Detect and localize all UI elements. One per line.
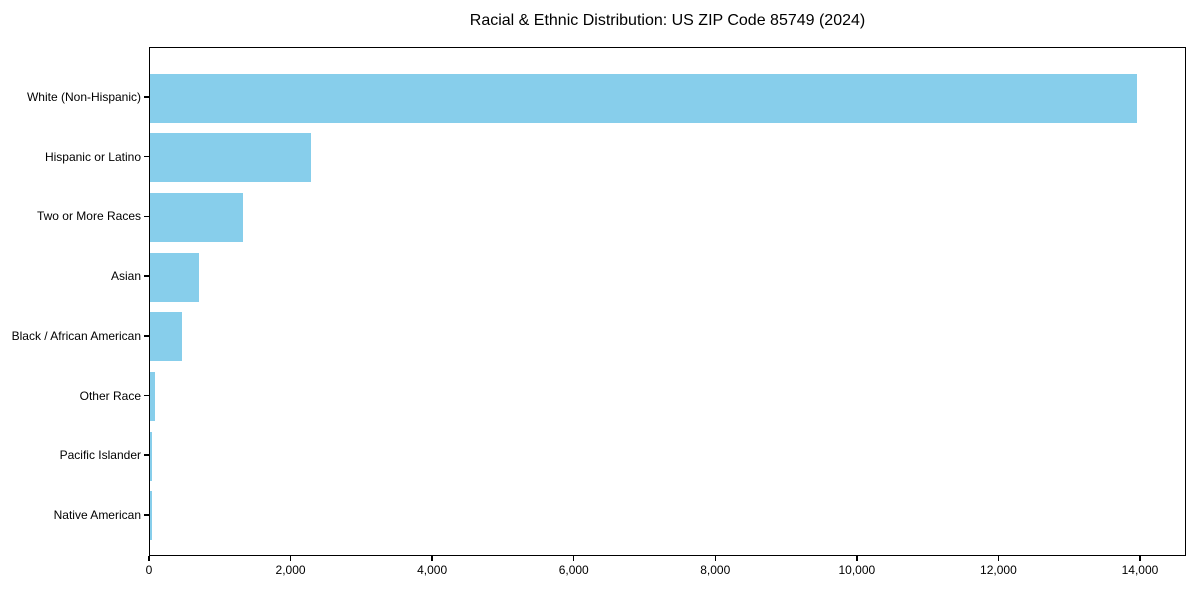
x-axis-tick [572,556,575,561]
plot-area [149,47,1186,556]
x-axis-tick-label: 14,000 [1121,563,1159,577]
y-axis-tick [144,96,149,98]
y-axis-label-white-non-hispanic: White (Non-Hispanic) [26,90,141,104]
x-axis-tick-label: 8,000 [700,563,731,577]
x-axis-tick [856,556,858,561]
bar-two-or-more-races [150,192,243,242]
bar-other-race [150,372,156,421]
x-axis-tick-label: 4,000 [417,563,448,577]
y-axis-label-hispanic-or-latino: Hispanic or Latino [44,149,141,164]
bar-black-african-american [150,312,182,362]
x-axis-tick [714,556,717,561]
y-axis-tick [144,514,149,516]
bar-white-non-hispanic [150,73,1138,123]
y-axis-label-black-african-american: Black / African American [11,328,141,343]
y-axis-label-asian: Asian [110,269,141,284]
y-axis-label-other-race: Other Race [79,388,141,403]
bar-asian [150,252,199,302]
x-axis-tick-label: 2,000 [275,563,306,577]
x-axis-tick-label: 0 [145,563,153,577]
x-axis-tick [1139,556,1141,561]
bar-native-american [150,491,153,541]
x-axis-tick [431,556,433,561]
x-axis-tick-label: 6,000 [558,563,589,577]
y-axis-label-pacific-islander: Pacific Islander [59,448,141,463]
y-axis-tick [144,454,149,456]
y-axis-label-native-american: Native American [53,507,141,522]
bar-hispanic-or-latino [150,133,311,183]
bar-pacific-islander [150,431,153,481]
y-axis-tick [144,275,149,277]
x-axis-tick-label: 12,000 [980,563,1017,577]
y-axis-label-two-or-more-races: Two or More Races [36,209,141,224]
x-axis-tick [997,556,1000,561]
x-axis-tick-label: 10,000 [838,563,876,577]
y-axis-tick [144,394,149,397]
x-axis-tick [148,556,150,561]
x-axis-tick [289,556,292,561]
y-axis-tick [144,335,149,337]
y-axis-tick [144,155,149,158]
chart-title: Racial & Ethnic Distribution: US ZIP Cod… [469,12,866,29]
y-axis-tick [144,215,149,218]
